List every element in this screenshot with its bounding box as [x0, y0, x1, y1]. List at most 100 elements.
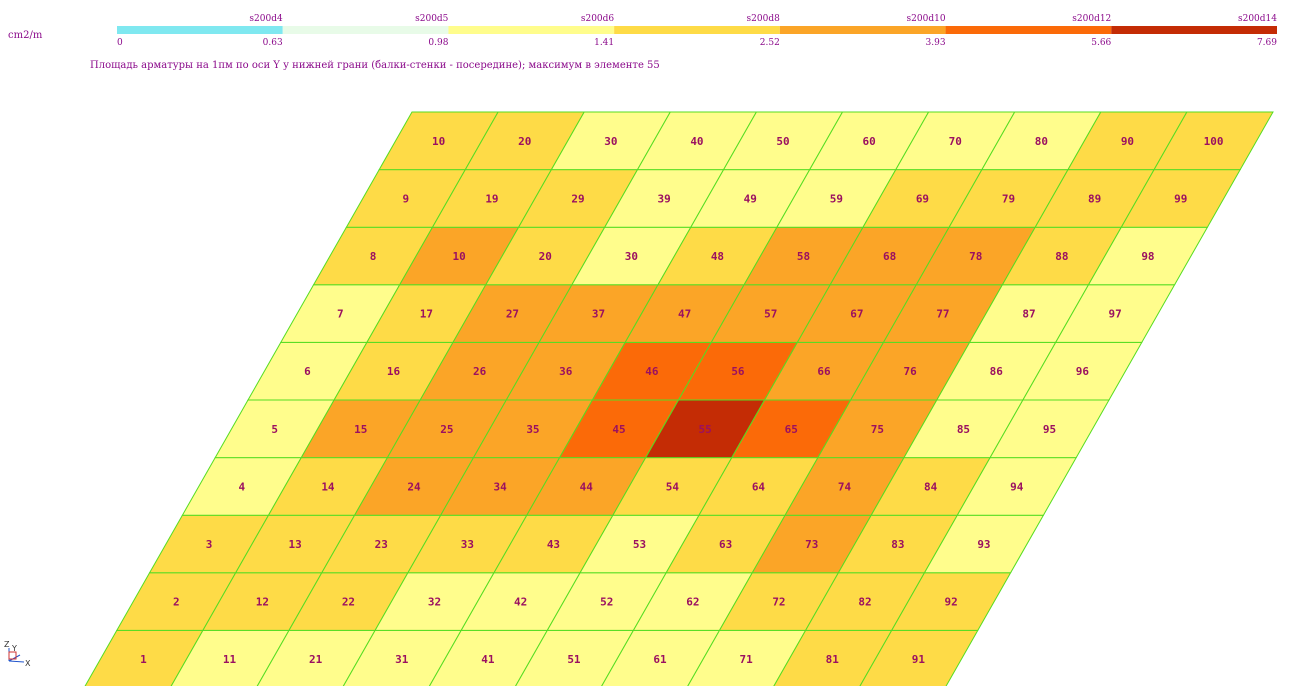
element-number-label: 56 — [731, 365, 745, 378]
element-number-label: 95 — [1043, 423, 1056, 436]
element-number-label: 24 — [407, 480, 421, 493]
element-number-label: 52 — [600, 596, 613, 609]
element-number-label: 34 — [494, 480, 508, 493]
legend-unit-label: cm2/m — [8, 30, 43, 41]
element-number-label: 39 — [658, 192, 671, 205]
element-number-label: 6 — [304, 365, 311, 378]
element-number-label: 82 — [858, 596, 871, 609]
element-number-label: 64 — [752, 480, 766, 493]
axis-z-label: Z — [4, 640, 10, 649]
element-number-label: 11 — [223, 653, 237, 666]
element-number-label: 98 — [1141, 250, 1154, 263]
legend-swatch — [282, 26, 449, 34]
element-number-label: 81 — [826, 653, 840, 666]
element-number-label: 7 — [337, 308, 344, 321]
legend-value-label: 3.93 — [926, 38, 946, 48]
element-number-label: 48 — [711, 250, 724, 263]
element-number-label: 16 — [387, 365, 401, 378]
element-number-label: 61 — [653, 653, 667, 666]
element-number-label: 100 — [1204, 135, 1224, 148]
element-number-label: 8 — [370, 250, 377, 263]
legend-value-label: 0.63 — [263, 38, 283, 48]
element-number-label: 80 — [1035, 135, 1048, 148]
element-number-label: 75 — [871, 423, 884, 436]
element-number-label: 73 — [805, 538, 818, 551]
element-number-label: 91 — [912, 653, 926, 666]
element-number-label: 62 — [686, 596, 699, 609]
element-number-label: 86 — [990, 365, 1004, 378]
element-number-label: 37 — [592, 308, 605, 321]
element-number-label: 68 — [883, 250, 896, 263]
legend-rebar-label: s200d5 — [415, 14, 449, 24]
element-number-label: 55 — [699, 423, 712, 436]
legend-rebar-label: s200d6 — [581, 14, 615, 24]
element-number-label: 20 — [518, 135, 531, 148]
element-number-label: 76 — [904, 365, 918, 378]
element-number-label: 66 — [817, 365, 831, 378]
legend-swatch — [779, 26, 946, 34]
element-number-label: 74 — [838, 480, 852, 493]
element-number-label: 12 — [256, 596, 269, 609]
color-legend: s200d4 0.63 s200d5 0.98 s200d6 1.41 s200d8 2.52… — [117, 14, 1277, 48]
element-number-label: 10 — [432, 135, 445, 148]
legend-rebar-label: s200d4 — [249, 14, 283, 24]
element-number-label: 72 — [772, 596, 785, 609]
element-number-label: 22 — [342, 596, 355, 609]
element-number-label: 90 — [1121, 135, 1134, 148]
legend-rebar-label: s200d10 — [907, 14, 946, 24]
element-number-label: 79 — [1002, 192, 1015, 205]
element-number-label: 54 — [666, 480, 680, 493]
element-number-label: 36 — [559, 365, 573, 378]
mesh-element[interactable] — [1153, 111, 1274, 171]
element-number-label: 69 — [916, 192, 929, 205]
element-number-label: 26 — [473, 365, 487, 378]
element-number-label: 20 — [539, 250, 552, 263]
element-number-label: 35 — [526, 423, 539, 436]
element-number-label: 65 — [785, 423, 798, 436]
element-number-label: 32 — [428, 596, 441, 609]
element-number-label: 5 — [271, 423, 278, 436]
element-number-label: 30 — [604, 135, 617, 148]
element-number-label: 3 — [206, 538, 213, 551]
element-number-label: 40 — [690, 135, 703, 148]
element-number-label: 77 — [936, 308, 949, 321]
element-number-label: 25 — [440, 423, 453, 436]
element-number-label: 27 — [506, 308, 519, 321]
element-number-label: 31 — [395, 653, 409, 666]
element-number-label: 43 — [547, 538, 560, 551]
element-number-label: 88 — [1055, 250, 1068, 263]
element-number-label: 45 — [612, 423, 625, 436]
element-number-label: 67 — [850, 308, 863, 321]
element-number-label: 83 — [891, 538, 904, 551]
element-number-label: 2 — [173, 596, 180, 609]
legend-value-label: 0.98 — [428, 38, 448, 48]
element-number-label: 4 — [239, 480, 246, 493]
element-number-label: 70 — [949, 135, 962, 148]
element-number-label: 42 — [514, 596, 527, 609]
element-number-label: 58 — [797, 250, 810, 263]
element-number-label: 46 — [645, 365, 659, 378]
element-number-label: 13 — [289, 538, 302, 551]
element-number-label: 50 — [776, 135, 789, 148]
legend-value-label: 2.52 — [760, 38, 780, 48]
element-number-label: 85 — [957, 423, 970, 436]
element-number-label: 19 — [485, 192, 498, 205]
element-number-label: 53 — [633, 538, 646, 551]
legend-value-label: 0 — [117, 38, 123, 48]
element-number-label: 60 — [863, 135, 876, 148]
element-number-label: 94 — [1010, 480, 1024, 493]
axis-x-label: X — [25, 659, 31, 668]
legend-value-label: 7.69 — [1257, 38, 1277, 48]
legend-value-label: 1.41 — [594, 38, 614, 48]
legend-rebar-label: s200d8 — [747, 14, 781, 24]
element-number-label: 89 — [1088, 192, 1101, 205]
element-number-label: 59 — [830, 192, 843, 205]
legend-value-label: 5.66 — [1091, 38, 1111, 48]
element-number-label: 63 — [719, 538, 732, 551]
element-number-label: 49 — [744, 192, 757, 205]
element-number-label: 47 — [678, 308, 691, 321]
element-number-label: 97 — [1109, 308, 1122, 321]
element-number-label: 41 — [481, 653, 495, 666]
legend-swatch — [448, 26, 615, 34]
